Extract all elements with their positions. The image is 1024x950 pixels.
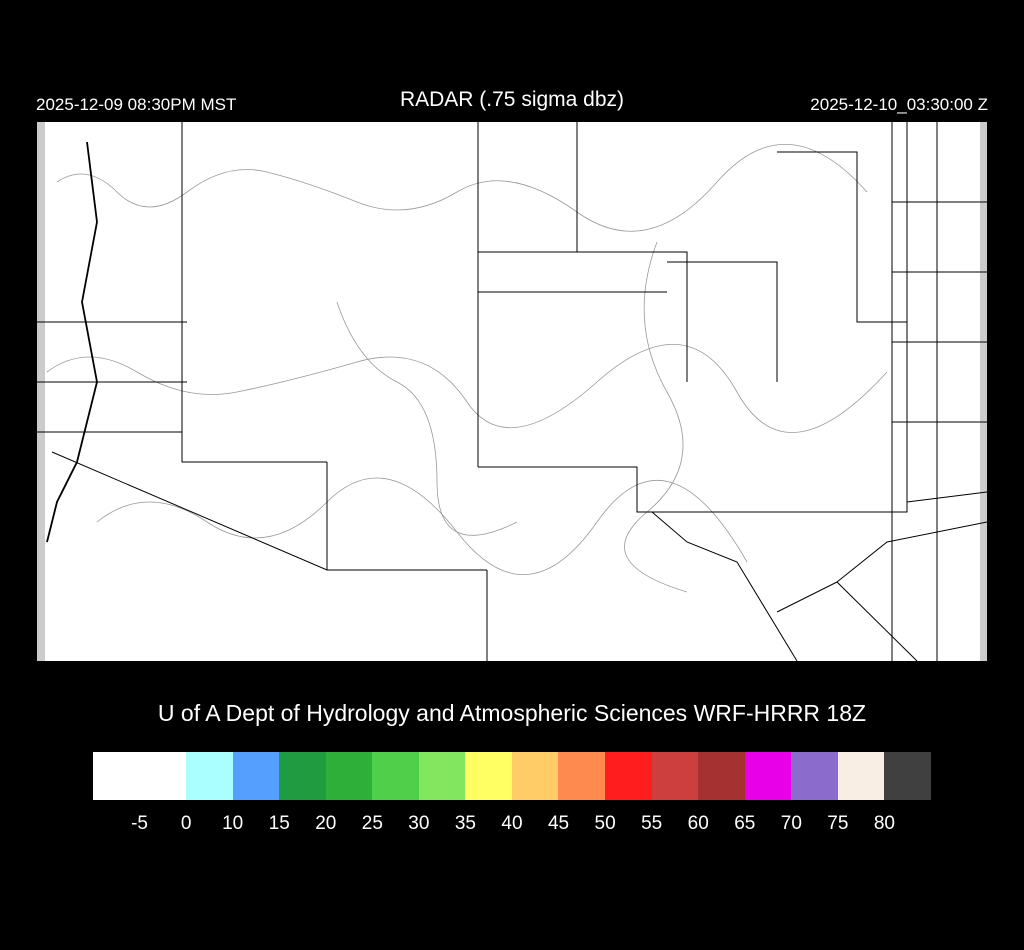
colorbar-label: 50 [594,813,616,834]
colorbar-label: 0 [180,813,192,834]
colorbar-label: -5 [131,813,148,834]
colorbar-swatch [605,752,652,800]
map-boundaries [37,122,988,662]
colorbar-label: 45 [547,813,570,834]
radar-map [37,122,988,662]
colorbar-label: 80 [873,813,896,834]
colorbar-label: 65 [734,813,756,834]
credit-line: U of A Dept of Hydrology and Atmospheric… [157,700,867,726]
colorbar-label: 20 [315,813,337,834]
colorbar-label: 30 [408,813,430,834]
colorbar-swatch [372,752,419,800]
utc-time: 2025-12-10_03:30:00 Z [810,95,988,114]
state-boundaries [37,122,988,662]
map-edge-left [37,122,45,661]
colorbar-label: 70 [780,813,802,834]
colorbar-label: 60 [687,813,709,834]
colorbar-label: 35 [454,813,477,834]
colorbar-swatch [837,752,885,800]
colorbar-swatch [325,752,373,800]
colorbar-label: 15 [268,813,290,834]
colorbar-swatch [418,752,466,800]
colorbar-swatch [465,752,512,800]
map-edge-right [980,122,987,661]
colorbar-swatch [279,752,326,800]
colorbar-swatch [511,752,559,800]
colorbar-label: 25 [361,813,383,834]
map-title: RADAR (.75 sigma dbz) [399,88,625,111]
colorbar-swatch [791,752,838,800]
colorbar-label: 10 [222,813,244,834]
colorbar-swatch [232,752,280,800]
coastline [46,141,98,543]
colorbar-swatch [93,752,187,800]
terrain-contours [46,143,888,593]
local-time: 2025-12-09 08:30PM MST [36,95,237,114]
colorbar-swatch [698,752,745,800]
colorbar-label: 75 [827,813,849,834]
colorbar-label: 40 [501,813,523,834]
colorbar-swatch [186,752,233,800]
colorbar [93,752,931,800]
colorbar-swatch [884,752,931,800]
colorbar-label: 55 [641,813,663,834]
colorbar-swatch [744,752,792,800]
colorbar-swatch [651,752,699,800]
colorbar-swatch [558,752,606,800]
